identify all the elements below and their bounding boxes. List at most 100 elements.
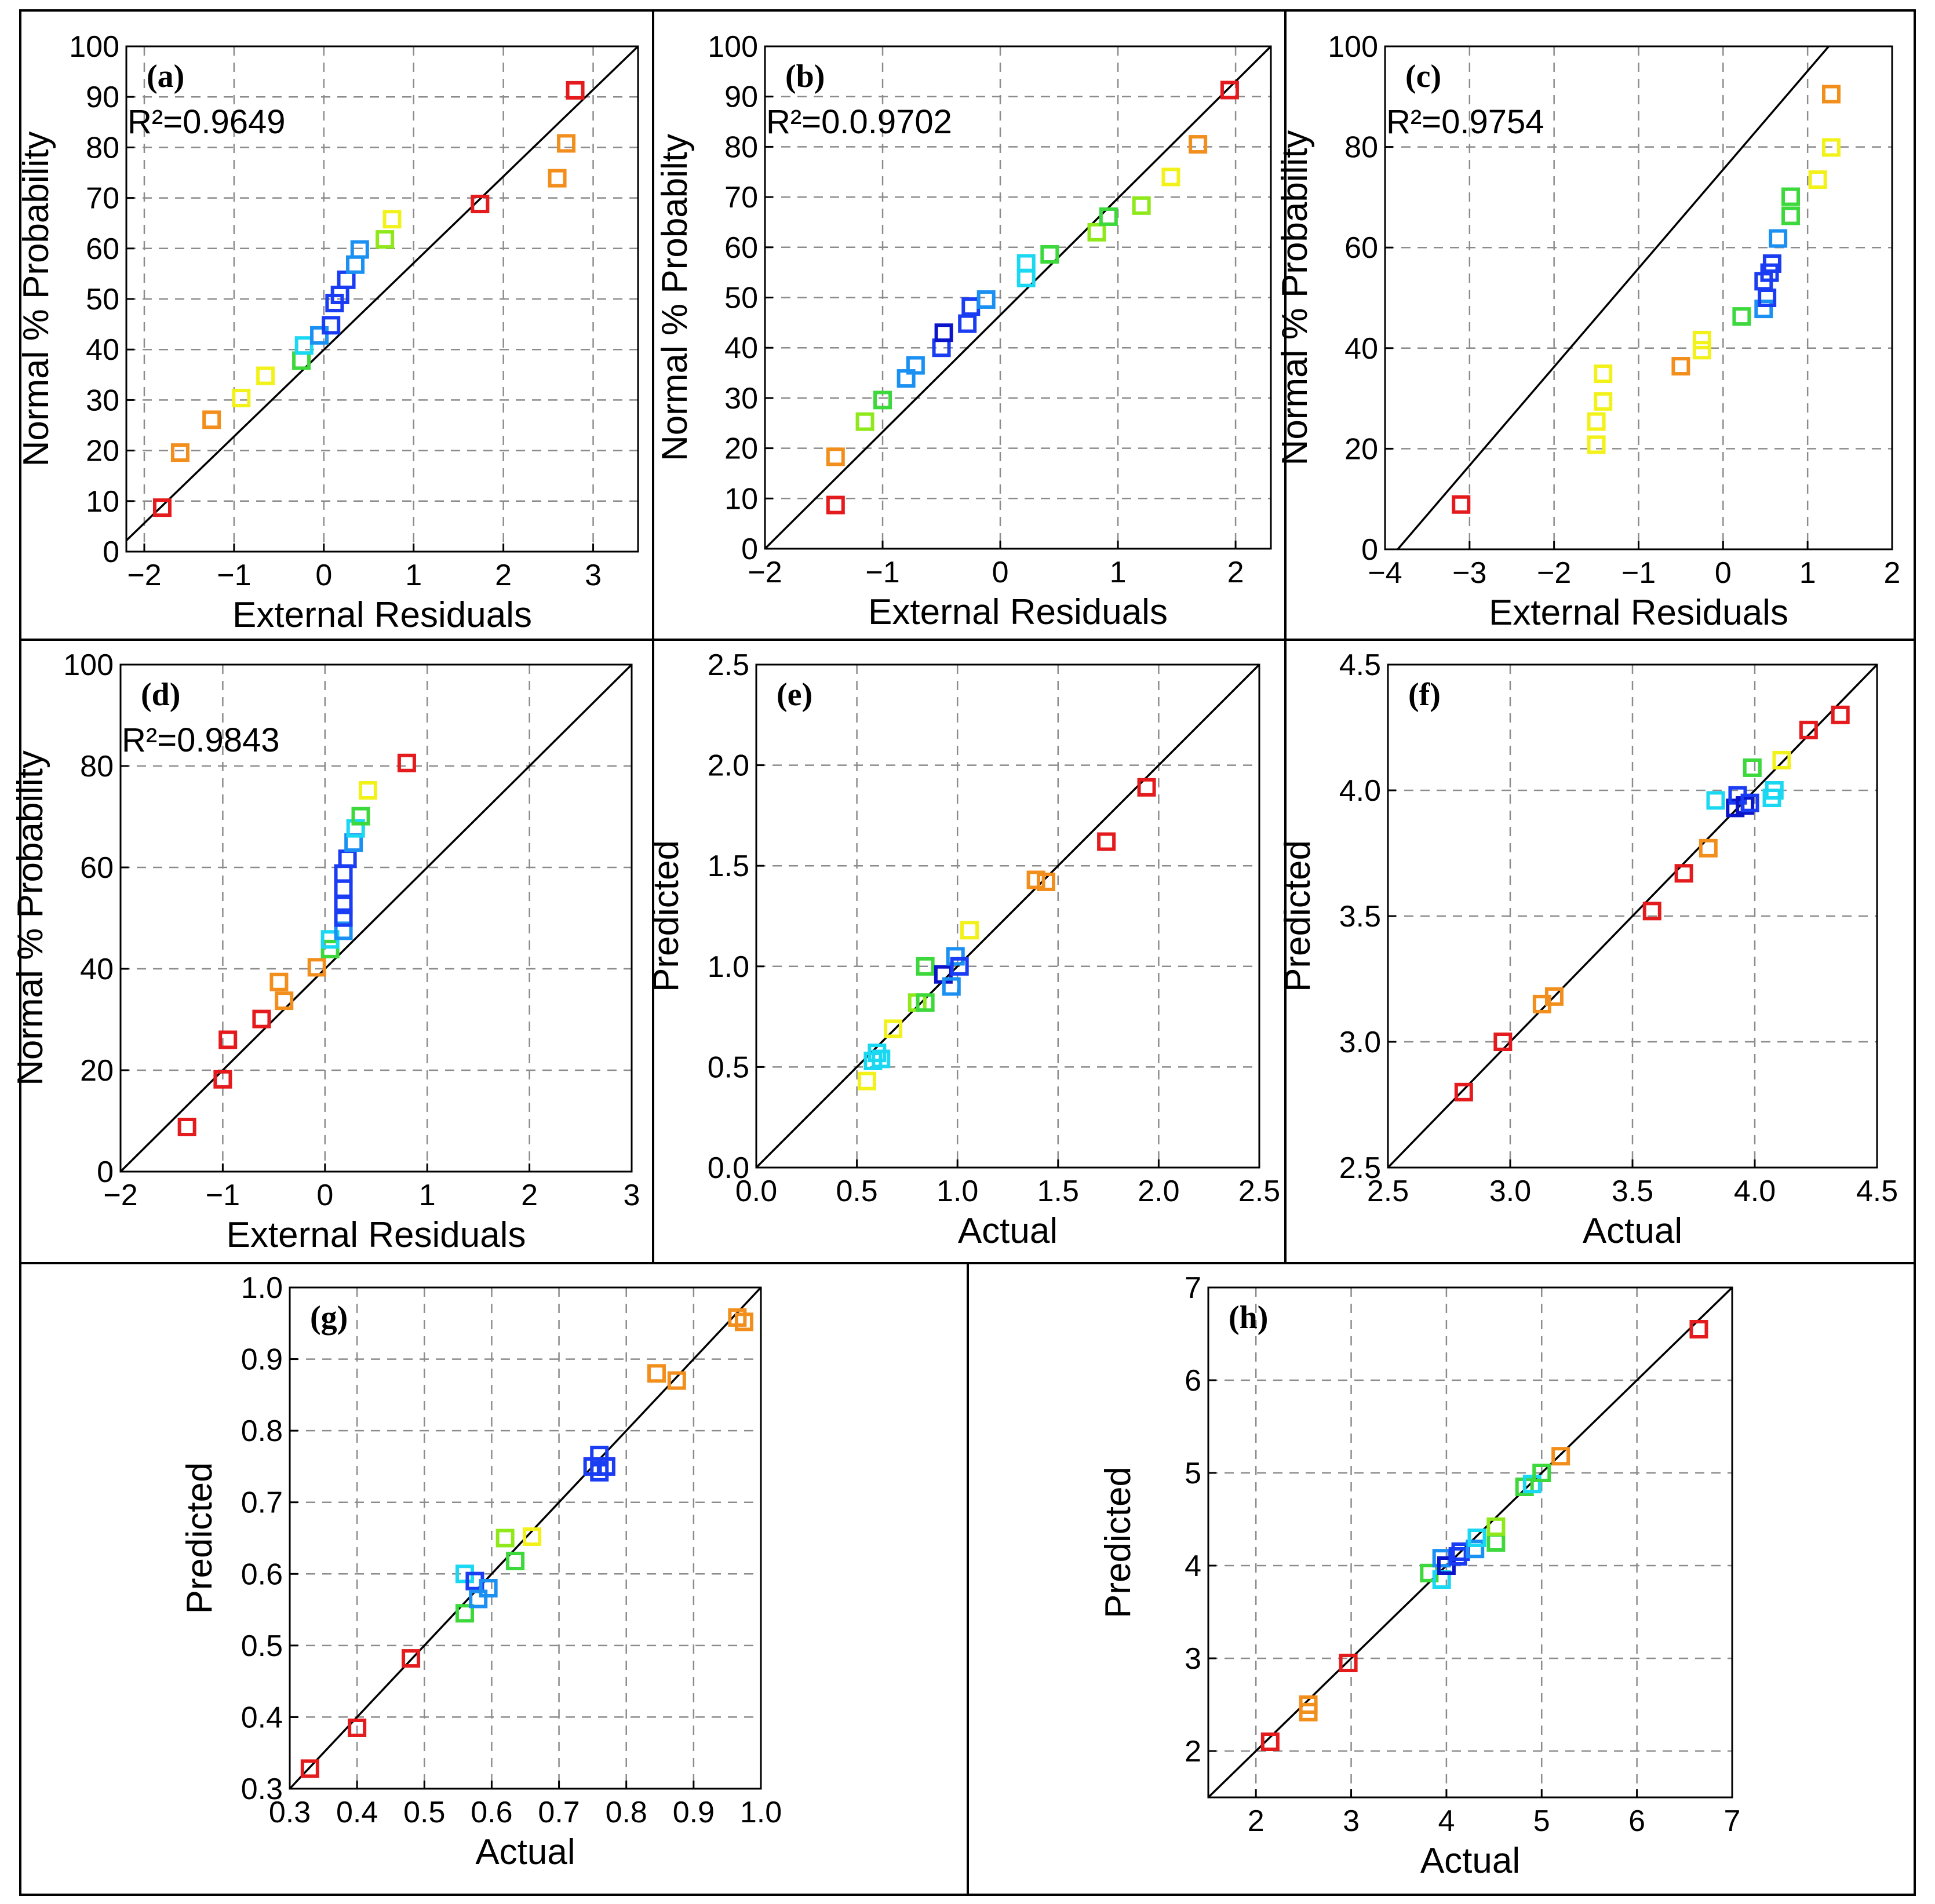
data-point xyxy=(976,290,996,309)
data-point xyxy=(1452,495,1471,514)
data-point xyxy=(1486,1517,1506,1536)
x-tick-label: 0.3 xyxy=(269,1796,311,1829)
x-axis-label: External Residuals xyxy=(232,595,532,635)
x-tick-label: 1 xyxy=(405,559,422,592)
reference-line xyxy=(1397,46,1830,549)
data-point xyxy=(1765,781,1784,800)
data-point xyxy=(1799,720,1818,739)
x-tick-label: 0.9 xyxy=(673,1796,715,1829)
data-point xyxy=(1822,85,1841,104)
data-point xyxy=(397,753,416,772)
x-tick-label: 3 xyxy=(585,559,602,592)
reference-line xyxy=(126,46,638,542)
panel-label: (h) xyxy=(1229,1300,1268,1336)
data-point xyxy=(152,498,172,517)
x-tick-label: 0.7 xyxy=(538,1796,580,1829)
y-tick-label: 60 xyxy=(80,851,114,885)
x-tick-label: −2 xyxy=(748,556,782,589)
data-point xyxy=(232,388,251,407)
y-tick-label: 0.4 xyxy=(241,1701,283,1734)
x-axis-label: External Residuals xyxy=(227,1215,526,1255)
data-point xyxy=(351,807,370,826)
reference-line xyxy=(756,665,1259,1168)
y-tick-label: 2.5 xyxy=(1339,1151,1381,1185)
x-tick-label: 1 xyxy=(1110,556,1127,589)
data-point xyxy=(1772,750,1791,769)
y-tick-label: 10 xyxy=(86,485,119,519)
data-point xyxy=(950,957,969,976)
y-tick-label: 80 xyxy=(1344,131,1378,165)
panel-e: 0.0 0.5 1.0 1.5 2.0 2.5 0.0 0.5 1.0 1.5 2.0 2.5 Actu… xyxy=(646,648,1280,1251)
data-point xyxy=(322,316,341,335)
data-point xyxy=(1493,1033,1513,1051)
y-tick-label: 3.0 xyxy=(1339,1026,1381,1059)
y-tick-label: 90 xyxy=(86,81,119,114)
data-point xyxy=(1161,167,1180,187)
x-axis-label: External Residuals xyxy=(1489,593,1788,633)
x-tick-label: 5 xyxy=(1533,1804,1550,1838)
data-point xyxy=(1587,435,1606,454)
data-point xyxy=(275,991,294,1011)
r-squared-label: R²=0.9649 xyxy=(127,103,285,141)
data-point xyxy=(334,921,353,940)
plot-area xyxy=(289,1286,762,1790)
x-tick-label: 0 xyxy=(992,556,1009,589)
data-point xyxy=(1189,135,1208,154)
data-point xyxy=(376,230,395,249)
data-point xyxy=(1594,364,1613,384)
y-tick-label: 0.3 xyxy=(241,1772,283,1806)
y-axis-label: Normal % Probabilty xyxy=(655,134,695,461)
data-point xyxy=(1736,796,1755,815)
data-point xyxy=(1706,791,1725,810)
data-point xyxy=(1299,1695,1318,1714)
data-point xyxy=(310,326,329,345)
plot-area xyxy=(755,663,1260,1169)
y-tick-label: 20 xyxy=(1344,432,1378,466)
x-tick-label: 2 xyxy=(1227,556,1244,589)
y-tick-label: 100 xyxy=(708,30,758,64)
data-point xyxy=(1781,187,1800,206)
x-tick-label: 2 xyxy=(1884,556,1901,590)
x-tick-label: 2 xyxy=(495,559,512,592)
y-tick-label: 30 xyxy=(724,382,758,415)
y-tick-label: 40 xyxy=(80,953,114,986)
data-point xyxy=(960,921,979,940)
y-axis-label: Predicted xyxy=(646,840,686,992)
data-point xyxy=(667,1371,686,1390)
data-point xyxy=(566,81,585,100)
data-point xyxy=(872,1049,891,1068)
data-point xyxy=(455,1604,474,1623)
data-point xyxy=(1466,1540,1485,1559)
y-tick-label: 40 xyxy=(1344,332,1378,366)
data-point xyxy=(177,1118,196,1136)
data-point xyxy=(1769,229,1788,248)
data-point xyxy=(873,391,892,410)
data-point xyxy=(916,993,935,1012)
r-squared-label: R²=0.0.9702 xyxy=(766,103,952,141)
panel-label: (g) xyxy=(310,1300,348,1336)
data-point xyxy=(218,1030,238,1049)
data-point xyxy=(916,957,935,976)
data-point xyxy=(1642,902,1661,921)
data-point xyxy=(334,908,353,927)
data-point xyxy=(348,1718,367,1737)
y-tick-label: 1.0 xyxy=(241,1271,283,1305)
data-point xyxy=(884,1019,903,1038)
y-tick-label: 80 xyxy=(80,750,114,783)
data-point xyxy=(1762,254,1781,273)
panel-d: −2 −1 0 1 2 3 0 20 40 60 80 100 External Residuals No… xyxy=(10,648,640,1255)
y-tick-label: 1.5 xyxy=(708,849,749,883)
y-tick-label: 60 xyxy=(86,232,119,266)
y-axis-label: Normal % Probability xyxy=(16,132,56,467)
y-tick-label: 0.8 xyxy=(241,1414,283,1448)
x-tick-label: 3 xyxy=(624,1179,640,1212)
data-point xyxy=(300,1759,319,1778)
x-axis-label: External Residuals xyxy=(868,592,1168,632)
x-tick-label: −1 xyxy=(1621,556,1656,590)
x-tick-label: 1.0 xyxy=(740,1796,782,1829)
x-axis-label: Actual xyxy=(1583,1211,1682,1251)
data-point xyxy=(1831,705,1850,724)
data-point xyxy=(1339,1654,1358,1672)
panel-frame-grid xyxy=(19,9,1916,1896)
y-tick-label: 60 xyxy=(1344,231,1378,265)
